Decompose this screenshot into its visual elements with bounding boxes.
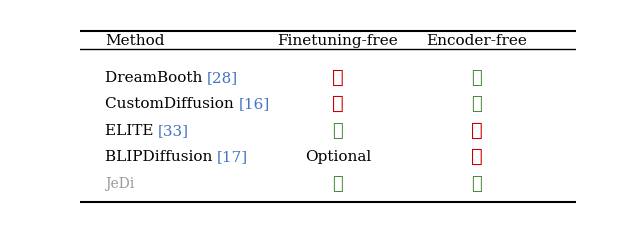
Text: CustomDiffusion: CustomDiffusion: [105, 97, 239, 111]
Text: ✓: ✓: [472, 174, 482, 192]
Text: Finetuning-free: Finetuning-free: [278, 34, 398, 48]
Text: ✗: ✗: [471, 148, 483, 165]
Text: ✓: ✓: [333, 121, 343, 139]
Text: DreamBooth: DreamBooth: [105, 70, 207, 85]
Text: Method: Method: [105, 34, 164, 48]
Text: Optional: Optional: [305, 149, 371, 164]
Text: ✓: ✓: [472, 69, 482, 86]
Text: [28]: [28]: [207, 70, 238, 85]
Text: BLIPDiffusion: BLIPDiffusion: [105, 149, 217, 164]
Text: ✓: ✓: [472, 95, 482, 113]
Text: ✗: ✗: [471, 121, 483, 139]
Text: JeDi: JeDi: [105, 176, 134, 190]
Text: [33]: [33]: [158, 123, 189, 137]
Text: [16]: [16]: [239, 97, 269, 111]
Text: Encoder-free: Encoder-free: [426, 34, 527, 48]
Text: ✗: ✗: [332, 69, 344, 86]
Text: [17]: [17]: [217, 149, 248, 164]
Text: ✗: ✗: [332, 95, 344, 113]
Text: ELITE: ELITE: [105, 123, 158, 137]
Text: ✓: ✓: [333, 174, 343, 192]
